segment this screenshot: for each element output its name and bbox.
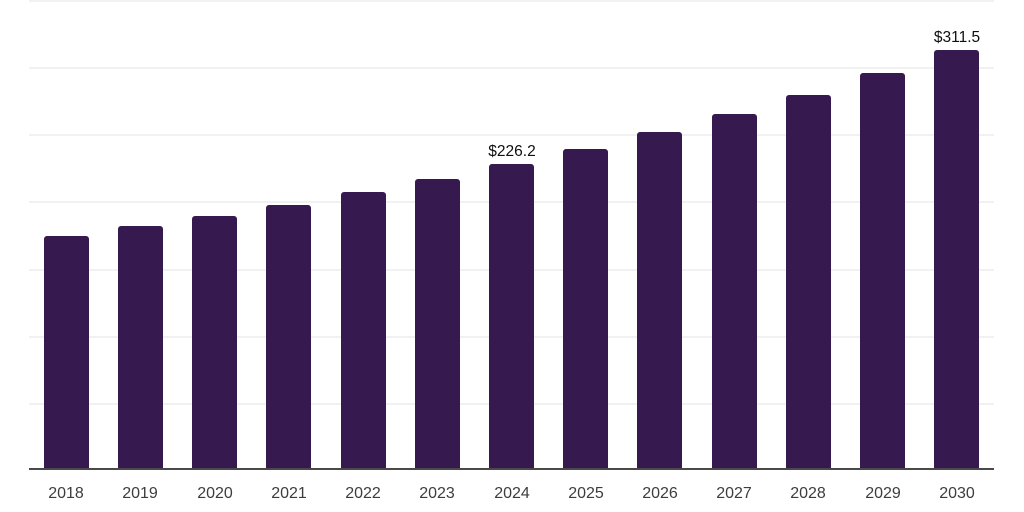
bar-2028 (786, 95, 831, 468)
x-tick-label-2030: 2030 (939, 485, 975, 502)
x-tick-label-2026: 2026 (642, 485, 678, 502)
bar-2019 (118, 226, 163, 468)
bar-2018 (44, 236, 89, 468)
gridline-350 (29, 0, 994, 2)
x-tick-label-2025: 2025 (568, 485, 604, 502)
value-label-2024: $226.2 (488, 143, 536, 160)
x-axis-line (29, 468, 994, 470)
bar-2029 (860, 73, 905, 468)
x-tick-label-2021: 2021 (271, 485, 307, 502)
bar-2027 (712, 114, 757, 468)
gridline-250 (29, 134, 994, 136)
x-tick-label-2019: 2019 (122, 485, 158, 502)
bar-2023 (415, 179, 460, 468)
bar-2024 (489, 164, 534, 468)
bar-2020 (192, 216, 237, 468)
value-label-2030: $311.5 (933, 29, 981, 46)
x-tick-label-2029: 2029 (865, 485, 901, 502)
bar-2025 (563, 149, 608, 468)
bar-2026 (637, 132, 682, 468)
x-tick-label-2018: 2018 (48, 485, 84, 502)
x-tick-label-2023: 2023 (419, 485, 455, 502)
gridline-300 (29, 67, 994, 69)
x-tick-label-2020: 2020 (197, 485, 233, 502)
x-tick-label-2024: 2024 (494, 485, 530, 502)
x-tick-label-2027: 2027 (716, 485, 752, 502)
x-tick-label-2028: 2028 (790, 485, 826, 502)
bar-2022 (341, 192, 386, 468)
x-tick-label-2022: 2022 (345, 485, 381, 502)
bar-2021 (266, 205, 311, 468)
bar-2030 (934, 50, 979, 468)
plot-area (29, 0, 994, 470)
